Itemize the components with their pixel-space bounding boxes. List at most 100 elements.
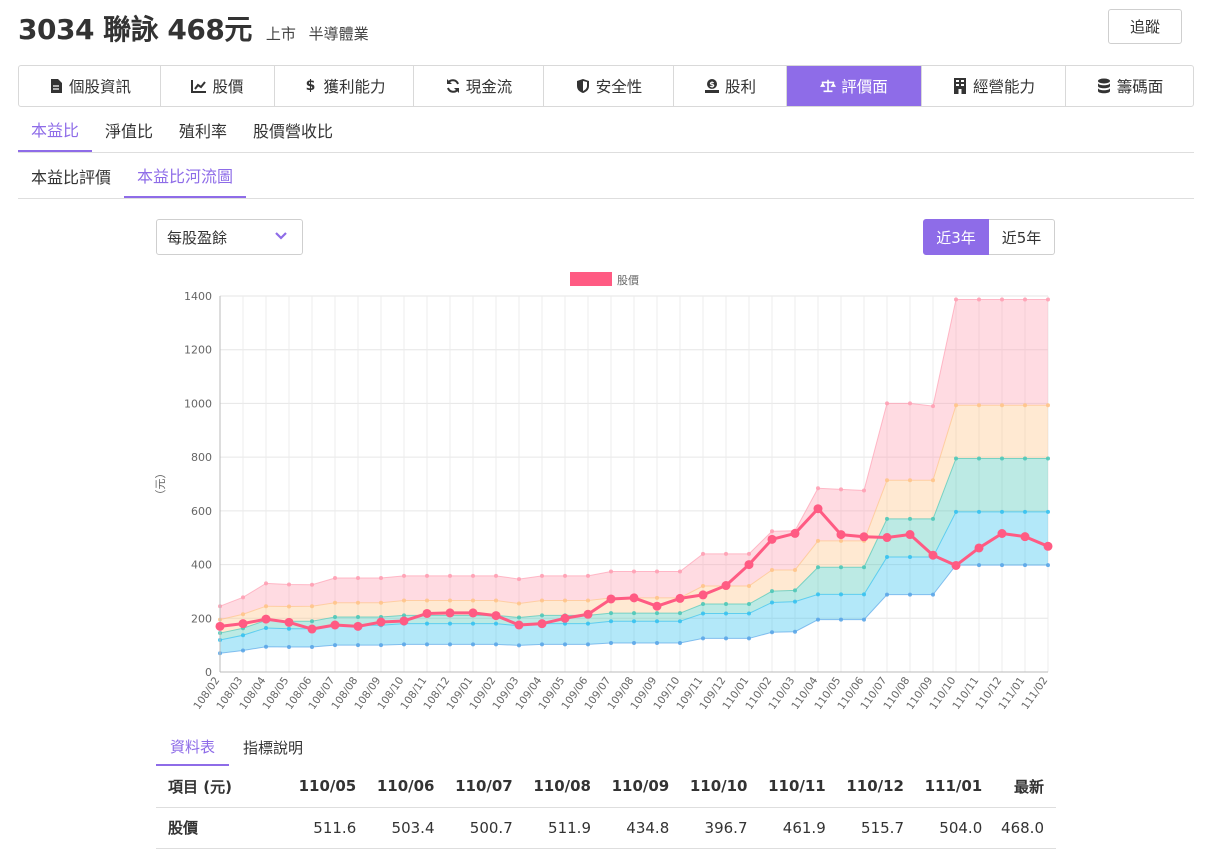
band-point — [908, 555, 912, 560]
main-tabs: 個股資訊 股價 $ 獲利能力 現金流 安全性 $ 股利 評價面 經營能力 籌碼面 — [18, 65, 1194, 107]
band-point — [1000, 509, 1004, 514]
band-point — [678, 619, 682, 624]
band-point — [655, 619, 659, 624]
tab-safety[interactable]: 安全性 — [544, 66, 674, 106]
band-point — [425, 598, 429, 603]
subtab-yield[interactable]: 殖利率 — [179, 121, 228, 141]
band-point — [747, 611, 751, 616]
track-button[interactable]: 追蹤 — [1108, 9, 1182, 44]
band-point — [954, 509, 958, 514]
subtab-pe-river[interactable]: 本益比河流圖 — [124, 153, 247, 198]
chevron-down-icon — [274, 229, 288, 247]
band-point — [379, 600, 383, 605]
band-point — [862, 592, 866, 597]
band-point — [310, 645, 314, 650]
y-tick-label: 1000 — [184, 397, 212, 410]
band-point — [839, 538, 843, 543]
subtab-pb[interactable]: 淨值比 — [105, 121, 154, 141]
tab-valuation[interactable]: 評價面 — [787, 66, 922, 106]
subtab-pe-valuation[interactable]: 本益比評價 — [31, 167, 112, 187]
band-point — [931, 592, 935, 597]
legend-label: 股價 — [617, 273, 639, 287]
band-point — [862, 565, 866, 570]
band-point — [241, 612, 245, 617]
band-point — [954, 456, 958, 461]
band-point — [494, 573, 498, 578]
table-cell: 511.9 — [524, 807, 603, 849]
band-point — [494, 621, 498, 626]
tab-chips[interactable]: 籌碼面 — [1066, 66, 1193, 106]
range-3y-button[interactable]: 近3年 — [923, 219, 989, 255]
table-cell: 468.0 — [994, 807, 1056, 849]
band-point — [1046, 456, 1050, 461]
stock-title: 3034 聯詠 468元 — [18, 13, 252, 46]
price-point — [767, 534, 777, 544]
tab-cashflow[interactable]: 現金流 — [414, 66, 544, 106]
band-point — [908, 516, 912, 521]
price-point — [238, 619, 248, 629]
price-point — [813, 504, 823, 514]
data-table: 項目 (元) 110/05 110/06 110/07 110/08 110/0… — [156, 766, 1056, 849]
band-point — [701, 584, 705, 589]
table-cell: 396.7 — [681, 807, 760, 849]
y-tick-label: 400 — [191, 559, 212, 572]
price-point — [928, 550, 938, 560]
tab-operations[interactable]: 經營能力 — [922, 66, 1066, 106]
sync-icon — [445, 78, 461, 94]
data-tab-table[interactable]: 資料表 — [156, 728, 230, 766]
band-point — [908, 592, 912, 597]
tab-label: 現金流 — [465, 78, 513, 96]
band-point — [632, 619, 636, 624]
tab-price[interactable]: 股價 — [161, 66, 275, 106]
sub-tabs: 本益比 淨值比 殖利率 股價營收比 — [18, 107, 1194, 153]
range-5y-button[interactable]: 近5年 — [989, 219, 1055, 255]
band-point — [1023, 297, 1027, 302]
band-point — [425, 573, 429, 578]
svg-text:$: $ — [709, 80, 715, 89]
band-point — [517, 615, 521, 620]
band-point — [241, 595, 245, 600]
band-point — [471, 642, 475, 647]
band-point — [839, 592, 843, 597]
tab-label: 股價 — [212, 78, 244, 96]
price-point — [353, 621, 363, 631]
band-point — [563, 642, 567, 647]
basis-select[interactable]: 每股盈餘 — [156, 219, 303, 255]
stock-meta: 上市 半導體業 — [266, 23, 377, 44]
band-point — [931, 478, 935, 483]
band-point — [655, 595, 659, 600]
data-tab-explain[interactable]: 指標說明 — [243, 738, 304, 757]
tab-stock-info[interactable]: 個股資訊 — [19, 66, 161, 106]
price-point — [261, 614, 271, 624]
band-point — [678, 611, 682, 616]
price-point — [790, 528, 800, 538]
band-point — [586, 621, 590, 626]
price-point — [583, 609, 593, 619]
price-point — [974, 543, 984, 553]
table-cell: 503.4 — [368, 807, 447, 849]
table-col: 110/09 — [603, 766, 682, 808]
sub-tabs-2: 本益比評價 本益比河流圖 — [18, 153, 1194, 199]
tab-label: 個股資訊 — [68, 78, 131, 96]
table-col: 111/01 — [916, 766, 995, 808]
band-point — [287, 604, 291, 609]
price-point — [399, 616, 409, 626]
subtab-ps[interactable]: 股價營收比 — [253, 121, 334, 141]
band-point — [287, 582, 291, 587]
band-point — [701, 636, 705, 641]
band-point — [839, 565, 843, 570]
subtab-pe[interactable]: 本益比 — [18, 107, 93, 152]
band-point — [885, 516, 889, 521]
industry-label: 半導體業 — [308, 25, 369, 43]
tab-dividend[interactable]: $ 股利 — [674, 66, 787, 106]
tab-profitability[interactable]: $ 獲利能力 — [275, 66, 414, 106]
band-point — [885, 592, 889, 597]
band-point — [540, 598, 544, 603]
band-point — [609, 611, 613, 616]
table-col: 110/10 — [681, 766, 760, 808]
band-point — [425, 621, 429, 626]
band-point — [586, 598, 590, 603]
file-icon — [48, 78, 64, 94]
table-cell: 515.7 — [837, 807, 916, 849]
band-point — [1046, 403, 1050, 408]
